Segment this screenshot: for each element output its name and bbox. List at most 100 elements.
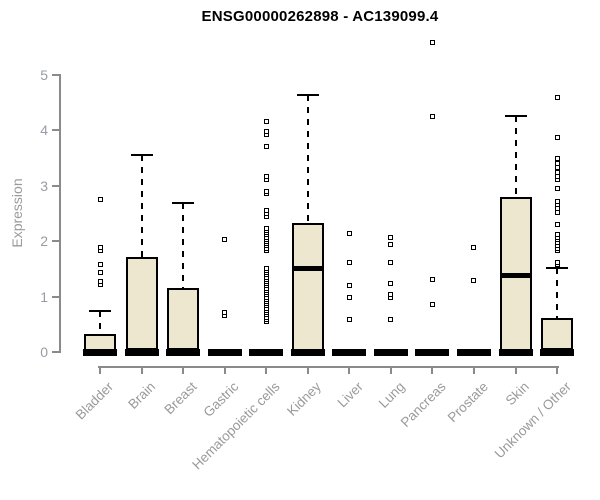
y-tick-label: 5 — [40, 66, 48, 83]
outlier-point — [554, 156, 560, 162]
x-tick-label: Unknown / Other — [491, 379, 574, 462]
outlier-point — [346, 259, 352, 265]
outlier-point — [388, 280, 394, 286]
whisker-line — [182, 203, 185, 289]
outlier-point — [97, 262, 103, 268]
outlier-point — [388, 292, 394, 298]
outlier-point — [346, 294, 352, 300]
box — [125, 256, 158, 354]
outlier-point — [346, 230, 352, 236]
x-axis — [98, 366, 559, 368]
x-axis-tick — [514, 366, 517, 374]
x-tick-label: Liver — [334, 379, 366, 411]
outlier-point — [97, 279, 103, 284]
x-tick-label: Breast — [161, 379, 200, 418]
outlier-point — [222, 309, 228, 315]
whisker-line — [99, 311, 101, 334]
whisker-cap — [172, 202, 195, 205]
x-axis-tick — [556, 366, 559, 374]
outlier-point — [554, 94, 560, 100]
outlier-point — [222, 236, 228, 242]
x-tick-label: Lung — [375, 379, 408, 411]
box — [167, 288, 200, 354]
outlier-point — [263, 188, 269, 194]
x-axis-tick — [223, 366, 226, 374]
x-axis-tick — [99, 366, 101, 374]
x-tick-label: Brain — [125, 379, 159, 412]
x-axis-tick — [472, 366, 475, 374]
outlier-point — [346, 316, 352, 322]
outlier-point — [554, 198, 560, 204]
outlier-point — [554, 160, 560, 166]
box — [291, 222, 324, 354]
outlier-point — [388, 259, 394, 265]
outlier-point — [388, 234, 394, 240]
whisker-line — [306, 95, 309, 223]
outlier-point — [429, 114, 435, 120]
outlier-point — [97, 196, 103, 202]
outlier-point — [554, 174, 560, 180]
whisker-cap — [130, 153, 153, 156]
outlier-point — [263, 173, 269, 179]
outlier-point — [263, 225, 269, 231]
collapsed-box — [332, 349, 367, 356]
zero-bar — [83, 349, 117, 356]
collapsed-box — [249, 349, 284, 356]
outlier-point — [388, 242, 394, 248]
y-axis — [59, 74, 61, 353]
outlier-point — [554, 134, 560, 140]
outlier-point — [554, 221, 560, 227]
outlier-point — [263, 265, 269, 271]
zero-bar — [290, 349, 325, 356]
y-axis-tick — [52, 351, 60, 353]
y-tick-label: 1 — [40, 288, 48, 305]
zero-bar — [166, 349, 201, 356]
outlier-point — [97, 245, 103, 251]
x-axis-tick — [306, 366, 309, 374]
whisker-cap — [296, 94, 319, 97]
outlier-point — [471, 278, 477, 284]
x-tick-label: Bladder — [73, 379, 117, 423]
whisker-line — [556, 267, 559, 319]
y-axis-tick — [52, 240, 60, 242]
x-axis-tick — [348, 366, 351, 374]
zero-bar — [540, 349, 575, 356]
whisker-cap — [89, 310, 111, 313]
outlier-point — [97, 270, 103, 276]
x-axis-tick — [431, 366, 434, 374]
x-axis-tick — [265, 366, 268, 374]
outlier-point — [346, 283, 352, 289]
x-tick-label: Kidney — [284, 379, 325, 419]
zero-bar — [498, 349, 533, 356]
outlier-point — [429, 302, 435, 308]
y-tick-label: 3 — [40, 177, 48, 194]
x-axis-tick — [389, 366, 392, 374]
x-tick-label: Gastric — [200, 379, 242, 420]
outlier-point — [554, 185, 560, 191]
outlier-point — [263, 207, 269, 213]
y-axis-tick — [52, 73, 60, 76]
x-axis-tick — [182, 366, 185, 374]
outlier-point — [554, 165, 560, 171]
y-axis-tick — [52, 295, 60, 298]
whisker-line — [514, 116, 517, 197]
y-axis-label: Expression — [9, 178, 25, 248]
chart-title: ENSG00000262898 - AC139099.4 — [201, 8, 439, 25]
y-tick-label: 4 — [40, 122, 48, 138]
outlier-point — [388, 316, 394, 322]
outlier-point — [554, 259, 560, 265]
x-axis-tick — [140, 366, 143, 374]
y-axis-tick — [52, 184, 60, 187]
outlier-point — [263, 119, 269, 125]
outlier-point — [471, 244, 477, 250]
collapsed-box — [207, 349, 242, 356]
outlier-point — [554, 231, 560, 237]
x-tick-label: Skin — [502, 379, 533, 409]
outlier-point — [263, 128, 269, 134]
collapsed-box — [415, 349, 450, 356]
collapsed-box — [456, 349, 491, 356]
outlier-point — [554, 169, 560, 175]
outlier-point — [263, 144, 269, 150]
outlier-point — [429, 40, 435, 46]
outlier-point — [429, 276, 435, 282]
